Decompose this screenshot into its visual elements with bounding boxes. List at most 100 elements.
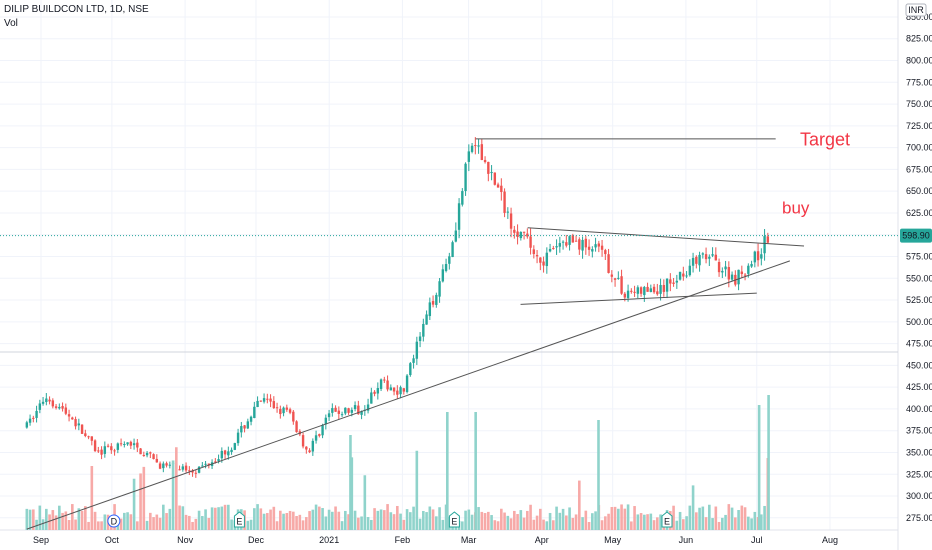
- candle-body: [227, 451, 230, 456]
- candle-body: [272, 401, 276, 409]
- trend-line-triangle-upper[interactable]: [527, 227, 805, 247]
- candle-body: [646, 286, 649, 292]
- volume-bar: [64, 511, 68, 530]
- candle-body: [191, 470, 194, 473]
- candle-body: [685, 275, 688, 277]
- last-price-label: 598.90: [902, 231, 930, 241]
- volume-bar: [350, 457, 354, 530]
- candle-body: [80, 424, 84, 434]
- volume-bar: [376, 510, 380, 530]
- volume-bar: [721, 517, 724, 530]
- candle-body: [444, 264, 448, 271]
- volume-bar: [288, 510, 292, 530]
- candle-body: [483, 159, 487, 163]
- candle-body: [704, 254, 708, 260]
- volume-bar: [522, 517, 526, 530]
- candle-body: [594, 244, 597, 248]
- volume-bar: [318, 506, 321, 530]
- earnings-marker[interactable]: [233, 511, 245, 528]
- y-tick-label: 275.00: [906, 513, 932, 523]
- x-tick-label: Sep: [33, 535, 49, 545]
- candle-body: [214, 461, 217, 463]
- volume-spike: [757, 405, 761, 530]
- candle-body: [158, 463, 162, 469]
- volume-bar: [84, 506, 87, 530]
- volume-bar: [649, 513, 653, 530]
- volume-bar: [461, 521, 464, 530]
- candle-body: [230, 449, 233, 453]
- candle-body: [526, 233, 529, 237]
- volume-bar: [646, 514, 649, 530]
- volume-bar: [542, 519, 545, 530]
- volume-bar: [487, 511, 490, 530]
- candle-body: [106, 445, 110, 447]
- candle-body: [262, 398, 266, 402]
- volume-bar: [467, 509, 471, 530]
- volume-spike: [349, 435, 352, 530]
- volume-bar: [194, 518, 198, 530]
- candle-body: [178, 469, 181, 471]
- candle-body: [415, 341, 419, 359]
- volume-bar: [441, 519, 445, 530]
- volume-bar: [607, 513, 610, 530]
- volume-bar: [119, 518, 123, 530]
- candle-body: [301, 435, 305, 447]
- volume-bar: [431, 509, 435, 530]
- volume-bar: [217, 507, 220, 530]
- candle-body: [571, 235, 575, 243]
- y-tick-label: 675.00: [906, 164, 932, 174]
- candle-body: [565, 242, 568, 246]
- candle-body: [487, 161, 490, 174]
- candle-body: [279, 408, 282, 415]
- candle-body: [32, 417, 35, 419]
- volume-bar: [93, 511, 97, 530]
- volume-bar: [344, 510, 347, 530]
- candle-body: [246, 421, 250, 429]
- candle-body: [636, 287, 640, 294]
- candle-body: [54, 406, 58, 408]
- candle-body: [597, 243, 601, 247]
- candle-body: [376, 388, 380, 394]
- volume-bar: [708, 504, 711, 530]
- volume-bar: [77, 508, 81, 530]
- earnings-marker-label: E: [451, 517, 457, 527]
- candle-body: [617, 277, 620, 279]
- volume-bar: [698, 507, 701, 530]
- candle-body: [623, 293, 627, 298]
- candle-body: [184, 465, 188, 471]
- y-tick-label: 800.00: [906, 56, 932, 66]
- earnings-marker[interactable]: [448, 511, 460, 528]
- trend-line-support[interactable]: [26, 260, 791, 530]
- volume-bar: [149, 512, 152, 530]
- volume-bar: [526, 510, 529, 530]
- volume-bar: [71, 504, 74, 530]
- volume-bar: [223, 504, 227, 530]
- candle-body: [574, 240, 578, 242]
- candle-body: [357, 405, 360, 415]
- candle-body: [591, 249, 594, 252]
- candle-body: [38, 403, 42, 410]
- candle-body: [45, 398, 48, 403]
- volume-bar: [279, 510, 282, 530]
- volume-bar: [672, 505, 675, 530]
- y-tick-label: 475.00: [906, 339, 932, 349]
- candle-body: [506, 211, 510, 213]
- volume-bar: [32, 509, 35, 530]
- candle-body: [28, 418, 32, 423]
- volume-bar: [389, 512, 393, 530]
- candle-body: [678, 271, 682, 280]
- volume-bar: [262, 513, 266, 530]
- earnings-marker[interactable]: [661, 511, 673, 528]
- candle-body: [389, 387, 393, 391]
- candle-body: [71, 417, 74, 420]
- candle-body: [282, 407, 285, 414]
- candle-body: [581, 239, 584, 251]
- candle-body: [64, 407, 68, 414]
- trend-line-triangle-lower[interactable]: [520, 292, 757, 305]
- candle-body: [711, 254, 714, 256]
- volume-bar: [392, 514, 396, 530]
- volume-bar: [321, 508, 324, 530]
- dividend-marker[interactable]: [107, 514, 121, 528]
- x-tick-label: Jul: [751, 535, 763, 545]
